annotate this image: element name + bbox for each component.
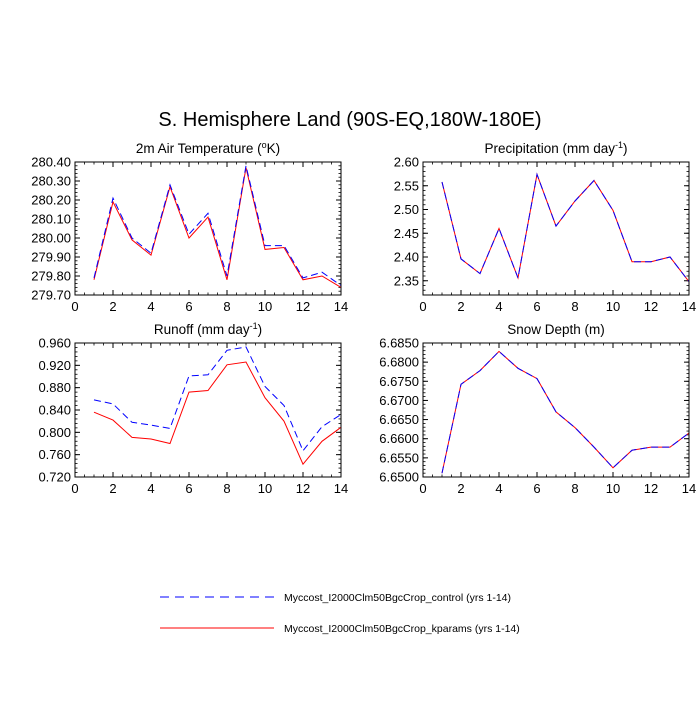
x-tick-label: 6 (533, 299, 540, 314)
x-tick-label: 12 (644, 481, 658, 496)
x-tick-label: 0 (71, 481, 78, 496)
x-tick-label: 4 (495, 481, 502, 496)
x-tick-label: 8 (571, 481, 578, 496)
x-tick-label: 10 (606, 481, 620, 496)
panels: 2m Air Temperature (oK) 0 2 4 6 8 10 12 14 279.70… (31, 140, 696, 496)
series-line-control (441, 172, 690, 283)
x-tick-label: 4 (495, 299, 502, 314)
y-tick-label: 2.45 (394, 226, 419, 241)
series-line-kparams (93, 167, 342, 288)
y-tick-label: 0.720 (38, 470, 71, 485)
x-tick-label: 2 (109, 299, 116, 314)
y-tick-label: 2.55 (394, 178, 419, 193)
y-tick-label: 280.40 (31, 155, 71, 170)
x-tick-label: 8 (223, 299, 230, 314)
series-line-control (441, 350, 690, 474)
y-tick-label: 280.30 (31, 174, 71, 189)
figure-title: S. Hemisphere Land (90S-EQ,180W-180E) (158, 109, 541, 131)
panel-snow-depth: Snow Depth (m) 0 2 4 6 8 10 12 14 6.6500 6.6550 6.6… (379, 322, 696, 496)
legend-label-control: Myccost_I2000Clm50BgcCrop_control (yrs 1… (284, 592, 511, 604)
x-tick-label: 8 (571, 299, 578, 314)
x-tick-label: 14 (682, 299, 696, 314)
x-tick-label: 0 (71, 299, 78, 314)
panel-title-superscript: -1 (615, 140, 623, 150)
x-tick-label: 2 (457, 481, 464, 496)
x-tick-label: 0 (419, 481, 426, 496)
y-tick-label: 2.35 (394, 273, 419, 288)
y-tick-label: 0.840 (38, 403, 71, 418)
series-line-kparams (441, 350, 690, 474)
x-tick-label: 2 (109, 481, 116, 496)
y-tick-label: 6.6600 (379, 431, 419, 446)
legend: Myccost_I2000Clm50BgcCrop_control (yrs 1… (160, 592, 520, 635)
panel-title-tail: ) (258, 322, 263, 337)
panel-title-tail: K) (267, 141, 281, 156)
y-tick-label: 280.20 (31, 193, 71, 208)
y-tick-label: 6.6800 (379, 355, 419, 370)
panel-title-tail: ) (623, 141, 628, 156)
plot-frame (422, 161, 690, 296)
x-tick-label: 12 (644, 299, 658, 314)
plot-frame (74, 342, 342, 478)
x-tick-label: 14 (334, 481, 348, 496)
y-tick-label: 6.6850 (379, 336, 419, 351)
x-tick-label: 6 (185, 299, 192, 314)
x-tick-label: 12 (296, 481, 310, 496)
x-tick-label: 14 (682, 481, 696, 496)
panel-title-text: Runoff (mm day (154, 322, 250, 337)
x-tick-label: 6 (533, 481, 540, 496)
panel-title-snow-depth: Snow Depth (m) (507, 322, 605, 337)
x-tick-label: 14 (334, 299, 348, 314)
panel-air-temperature: 2m Air Temperature (oK) 0 2 4 6 8 10 12 14 279.70… (31, 140, 348, 314)
y-tick-label: 6.6650 (379, 412, 419, 427)
panel-title-superscript: -1 (250, 321, 258, 331)
y-tick-label: 2.40 (394, 250, 419, 265)
series-line-kparams (441, 172, 690, 283)
x-tick-label: 10 (258, 481, 272, 496)
y-tick-label: 0.880 (38, 380, 71, 395)
y-tick-label: 0.760 (38, 447, 71, 462)
x-tick-label: 4 (147, 299, 154, 314)
y-tick-label: 6.6550 (379, 450, 419, 465)
y-tick-label: 6.6500 (379, 470, 419, 485)
y-tick-label: 280.00 (31, 231, 71, 246)
panel-runoff: Runoff (mm day-1) 0 2 4 6 8 10 12 14 0.720 0.760 0.… (38, 321, 348, 496)
series-line-control (93, 165, 342, 286)
panel-precipitation: Precipitation (mm day-1) 0 2 4 6 8 10 12 14 2.35 2… (394, 140, 697, 314)
x-tick-label: 12 (296, 299, 310, 314)
y-tick-label: 6.6700 (379, 393, 419, 408)
x-tick-label: 8 (223, 481, 230, 496)
x-tick-label: 0 (419, 299, 426, 314)
plot-frame (74, 161, 342, 296)
y-tick-label: 279.90 (31, 250, 71, 265)
series-line-kparams (93, 361, 342, 466)
panel-title-air-temperature: 2m Air Temperature (oK) (136, 140, 280, 156)
x-tick-label: 6 (185, 481, 192, 496)
legend-label-kparams: Myccost_I2000Clm50BgcCrop_kparams (yrs 1… (284, 623, 520, 635)
panel-title-text: Snow Depth (m) (507, 322, 605, 337)
y-tick-label: 280.10 (31, 212, 71, 227)
x-tick-label: 10 (606, 299, 620, 314)
panel-title-runoff: Runoff (mm day-1) (154, 321, 262, 337)
x-tick-label: 2 (457, 299, 464, 314)
y-tick-label: 6.6750 (379, 374, 419, 389)
y-tick-label: 2.50 (394, 202, 419, 217)
y-tick-label: 2.60 (394, 155, 419, 170)
panel-title-text: 2m Air Temperature ( (136, 141, 262, 156)
y-tick-label: 0.960 (38, 336, 71, 351)
x-tick-label: 4 (147, 481, 154, 496)
panel-title-superscript: o (262, 140, 267, 150)
panel-title-text: Precipitation (mm day (484, 141, 615, 156)
y-tick-label: 0.920 (38, 358, 71, 373)
y-tick-label: 279.70 (31, 288, 71, 303)
x-tick-label: 10 (258, 299, 272, 314)
y-tick-label: 279.80 (31, 269, 71, 284)
y-tick-label: 0.800 (38, 425, 71, 440)
series-line-control (93, 346, 342, 452)
panel-title-precipitation: Precipitation (mm day-1) (484, 140, 627, 156)
plot-frame (422, 342, 690, 478)
